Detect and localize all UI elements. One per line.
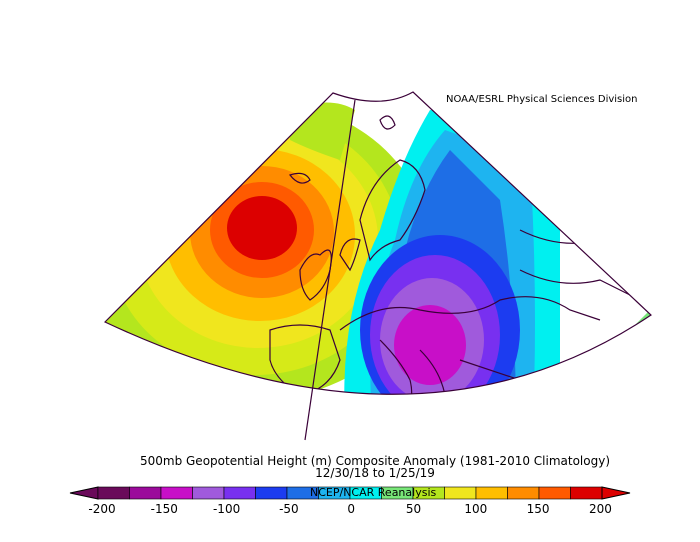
- date-range: 12/30/18 to 1/25/19: [315, 466, 435, 480]
- colorbar-tick-label: 50: [405, 502, 422, 516]
- meridian-line: [304, 99, 356, 441]
- colorbar-tick-label: 0: [347, 502, 356, 516]
- colorbar-segment: [507, 486, 540, 500]
- colorbar-segment: [97, 486, 130, 500]
- colorbar-tick-label: -100: [212, 502, 241, 516]
- colorbar-segment: [538, 486, 571, 500]
- source-label: NCEP/NCAR Reanalysis: [310, 486, 437, 499]
- colorbar: [69, 486, 631, 500]
- colorbar-min-arrow: [69, 486, 99, 500]
- colorbar-segment: [160, 486, 193, 500]
- colorbar-segment: [475, 486, 508, 500]
- colorbar-tick-label: 200: [588, 502, 612, 516]
- colorbar-max-arrow: [601, 486, 631, 500]
- colorbar-segment: [570, 486, 603, 500]
- colorbar-tick-label: -50: [279, 502, 299, 516]
- colorbar-segment: [192, 486, 225, 500]
- colorbar-segment: [223, 486, 256, 500]
- map-border: [103, 91, 652, 395]
- shaded-anomaly-field: [105, 92, 651, 395]
- colorbar-segment: [255, 486, 288, 500]
- colorbar-tick-label: 100: [464, 502, 488, 516]
- colorbar-segment: [129, 486, 162, 500]
- colorbar-tick-label: -200: [88, 502, 116, 516]
- colorbar-tick-label: 150: [526, 502, 550, 516]
- credit-label: NOAA/ESRL Physical Sciences Division: [446, 94, 638, 105]
- colorbar-tick-label: -150: [150, 502, 178, 516]
- chart-title: 500mb Geopotential Height (m) Composite …: [139, 454, 610, 468]
- colorbar-segment: [444, 486, 477, 500]
